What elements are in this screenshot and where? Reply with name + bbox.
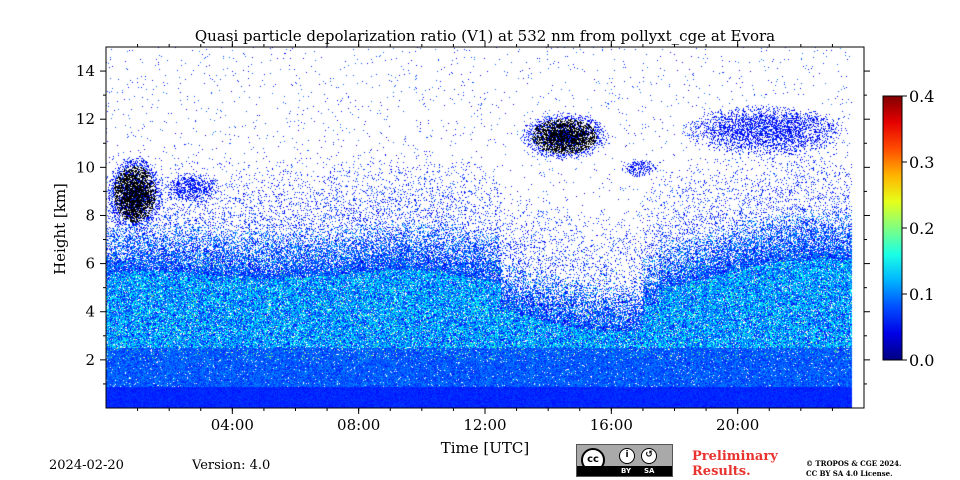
heatmap-image (106, 47, 864, 408)
colorbar-tick-label: 0.3 (909, 153, 934, 172)
date-label: 2024-02-20 (49, 458, 124, 473)
badge-by-label: BY (621, 467, 632, 475)
axes-layer: 04:00 08:00 12:00 16:00 20:00 2 4 6 8 10 12 14 (76, 41, 870, 434)
cc-license-badge: cc i ↺ BY SA (576, 444, 673, 477)
y-tick-label: 2 (85, 351, 95, 369)
x-tick-label: 08:00 (337, 416, 380, 434)
preliminary-results-note: Preliminary Results. (692, 449, 778, 479)
copyright-line-2: CC BY SA 4.0 License. (806, 469, 893, 478)
preliminary-line-2: Results. (692, 464, 751, 479)
x-axis-label: Time [UTC] (441, 439, 530, 457)
y-tick-label: 4 (85, 303, 95, 321)
chart-title: Quasi particle depolarization ratio (V1)… (195, 27, 775, 45)
x-tick-label: 12:00 (463, 416, 506, 434)
colorbar: 0.4 0.3 0.2 0.1 0.0 (882, 87, 934, 370)
preliminary-line-1: Preliminary (692, 449, 778, 464)
y-tick-label: 6 (85, 255, 95, 273)
y-tick-label: 8 (85, 206, 95, 224)
attribution-icon: i (619, 448, 635, 464)
copyright-note: © TROPOS & CGE 2024. CC BY SA 4.0 Licens… (806, 459, 901, 479)
colorbar-tick-label: 0.4 (909, 87, 934, 106)
y-tick-label: 12 (76, 110, 95, 128)
colorbar-tick-label: 0.1 (909, 285, 934, 304)
version-label: Version: 4.0 (192, 458, 271, 473)
colorbar-tick-label: 0.2 (909, 219, 934, 238)
x-tick-label: 20:00 (716, 416, 759, 434)
x-tick-label: 04:00 (211, 416, 254, 434)
heatmap-layer (106, 47, 864, 408)
colorbar-scale (882, 95, 903, 361)
x-tick-label: 16:00 (590, 416, 633, 434)
y-axis-label: Height [km] (51, 183, 69, 275)
y-tick-label: 10 (76, 158, 95, 176)
copyright-line-1: © TROPOS & CGE 2024. (806, 459, 902, 468)
badge-sa-label: SA (644, 467, 655, 475)
colorbar-tick-label: 0.0 (909, 351, 934, 370)
license-badge-bar: BY SA (577, 466, 672, 476)
y-tick-label: 14 (76, 62, 95, 80)
share-alike-icon: ↺ (641, 448, 657, 464)
